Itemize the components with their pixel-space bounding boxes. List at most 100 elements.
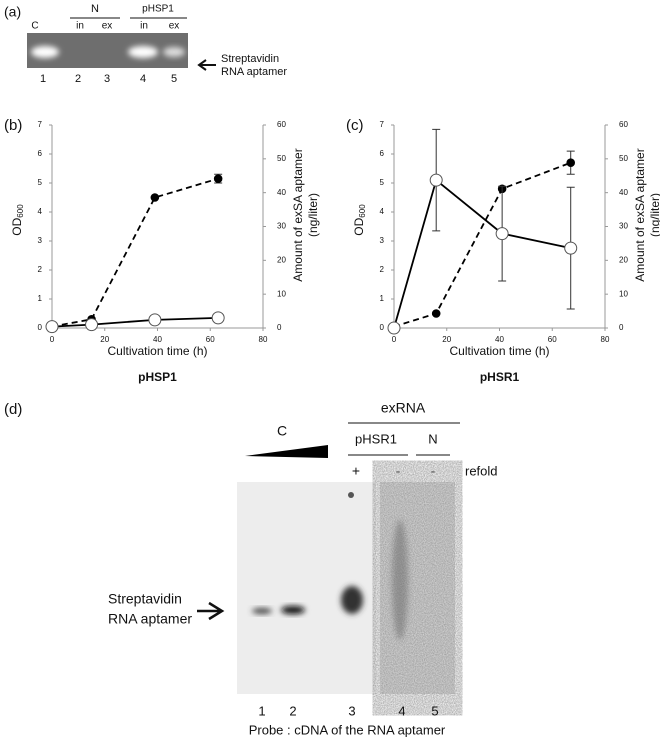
lane-number: 4 [140, 73, 146, 85]
gel-spot [348, 492, 354, 498]
lane-number: 3 [348, 703, 355, 718]
y2-tick-label: 40 [619, 188, 628, 197]
lane-number: 4 [398, 703, 405, 718]
data-point [150, 193, 160, 202]
y-tick-label: 5 [38, 178, 43, 187]
series-line [393, 178, 571, 329]
y2-axis-label: Amount of exSA aptamer [291, 148, 305, 281]
group-label: N [428, 431, 437, 446]
group-label: N [91, 3, 99, 15]
data-point [495, 227, 509, 241]
y2-tick-label: 20 [619, 255, 628, 264]
y-tick-label: 5 [380, 178, 385, 187]
y2-tick-label: 0 [277, 323, 282, 332]
band-label: Streptavidin [221, 53, 279, 65]
gel-band [281, 606, 305, 614]
data-point [431, 309, 441, 318]
y-tick-label: 3 [380, 236, 385, 245]
refold-mark: - [396, 463, 401, 479]
lane-label: in [140, 21, 148, 32]
y2-tick-label: 30 [619, 222, 628, 231]
data-point [213, 174, 223, 183]
y-tick-label: 1 [38, 294, 43, 303]
y-tick-label: 6 [38, 149, 43, 158]
y-tick-label: 4 [380, 207, 385, 216]
refold-label: refold [465, 463, 498, 478]
data-point [429, 173, 443, 187]
gel-band [341, 586, 363, 614]
caption: Probe : cDNA of the RNA aptamer [249, 722, 446, 737]
y2-tick-label: 10 [277, 289, 286, 298]
data-point [85, 318, 99, 332]
y-tick-label: 4 [38, 207, 43, 216]
x-tick-label: 20 [442, 335, 451, 344]
x-tick-label: 80 [601, 335, 610, 344]
refold-mark: + [352, 463, 360, 479]
y-axis-label-main: OD [352, 217, 366, 235]
y-tick-label: 7 [380, 120, 385, 129]
y-axis-label: OD600 [352, 204, 367, 236]
y2-tick-label: 30 [277, 222, 286, 231]
y2-tick-label: 10 [619, 289, 628, 298]
gel-band [128, 46, 158, 58]
y-axis-label-main: OD [10, 217, 24, 235]
y-tick-label: 1 [380, 294, 385, 303]
x-tick-label: 20 [100, 335, 109, 344]
x-tick-label: 40 [153, 335, 162, 344]
data-point [45, 320, 59, 334]
wedge [245, 445, 328, 458]
gel-noise [380, 482, 455, 694]
lane-number: 2 [75, 73, 81, 85]
panel-label: (a) [4, 4, 21, 20]
y2-tick-label: 50 [619, 154, 628, 163]
y2-axis-label: (ng/liter) [648, 193, 660, 237]
data-point [564, 241, 578, 255]
refold-mark: - [431, 463, 436, 479]
band-label: RNA aptamer [221, 66, 287, 78]
x-tick-label: 0 [392, 335, 397, 344]
lane-number: 5 [431, 703, 438, 718]
gel-smear [392, 520, 408, 640]
y-axis-label: OD600 [10, 204, 25, 236]
y-tick-label: 0 [38, 323, 43, 332]
lane-number: 5 [171, 73, 177, 85]
arrow [197, 601, 225, 621]
lane-number: 1 [258, 703, 265, 718]
lane-label: ex [102, 21, 113, 32]
control-label: C [277, 423, 287, 439]
group-label: exRNA [381, 400, 426, 416]
y-tick-label: 3 [38, 236, 43, 245]
gel-band [163, 47, 185, 57]
x-tick-label: 80 [259, 335, 268, 344]
y2-axis-label: (ng/liter) [306, 193, 320, 237]
caption: pHSR1 [480, 370, 520, 384]
x-axis-label: Cultivation time (h) [449, 344, 549, 358]
series-line [393, 161, 572, 328]
data-point [148, 313, 162, 327]
lane-label: in [76, 21, 84, 32]
y-tick-label: 0 [380, 323, 385, 332]
y-tick-label: 6 [380, 149, 385, 158]
y-tick-label: 7 [38, 120, 43, 129]
y2-tick-label: 20 [277, 255, 286, 264]
lane-number: 1 [40, 73, 46, 85]
y-axis-label-sub: 600 [16, 204, 25, 218]
y2-tick-label: 60 [277, 120, 286, 129]
panel-label: (d) [4, 401, 22, 418]
x-axis-label: Cultivation time (h) [107, 344, 207, 358]
lane-label: ex [169, 21, 180, 32]
lane-number: 2 [289, 703, 296, 718]
y-tick-label: 2 [38, 265, 43, 274]
data-point [387, 321, 401, 335]
x-tick-label: 60 [206, 335, 215, 344]
y2-tick-label: 50 [277, 154, 286, 163]
arrow [197, 59, 216, 71]
x-tick-label: 40 [495, 335, 504, 344]
gel-band [31, 46, 59, 58]
y2-tick-label: 60 [619, 120, 628, 129]
panel-label: (b) [4, 117, 22, 134]
band-label: RNA aptamer [108, 611, 192, 627]
y2-tick-label: 40 [277, 188, 286, 197]
y-tick-label: 2 [380, 265, 385, 274]
x-tick-label: 0 [50, 335, 55, 344]
